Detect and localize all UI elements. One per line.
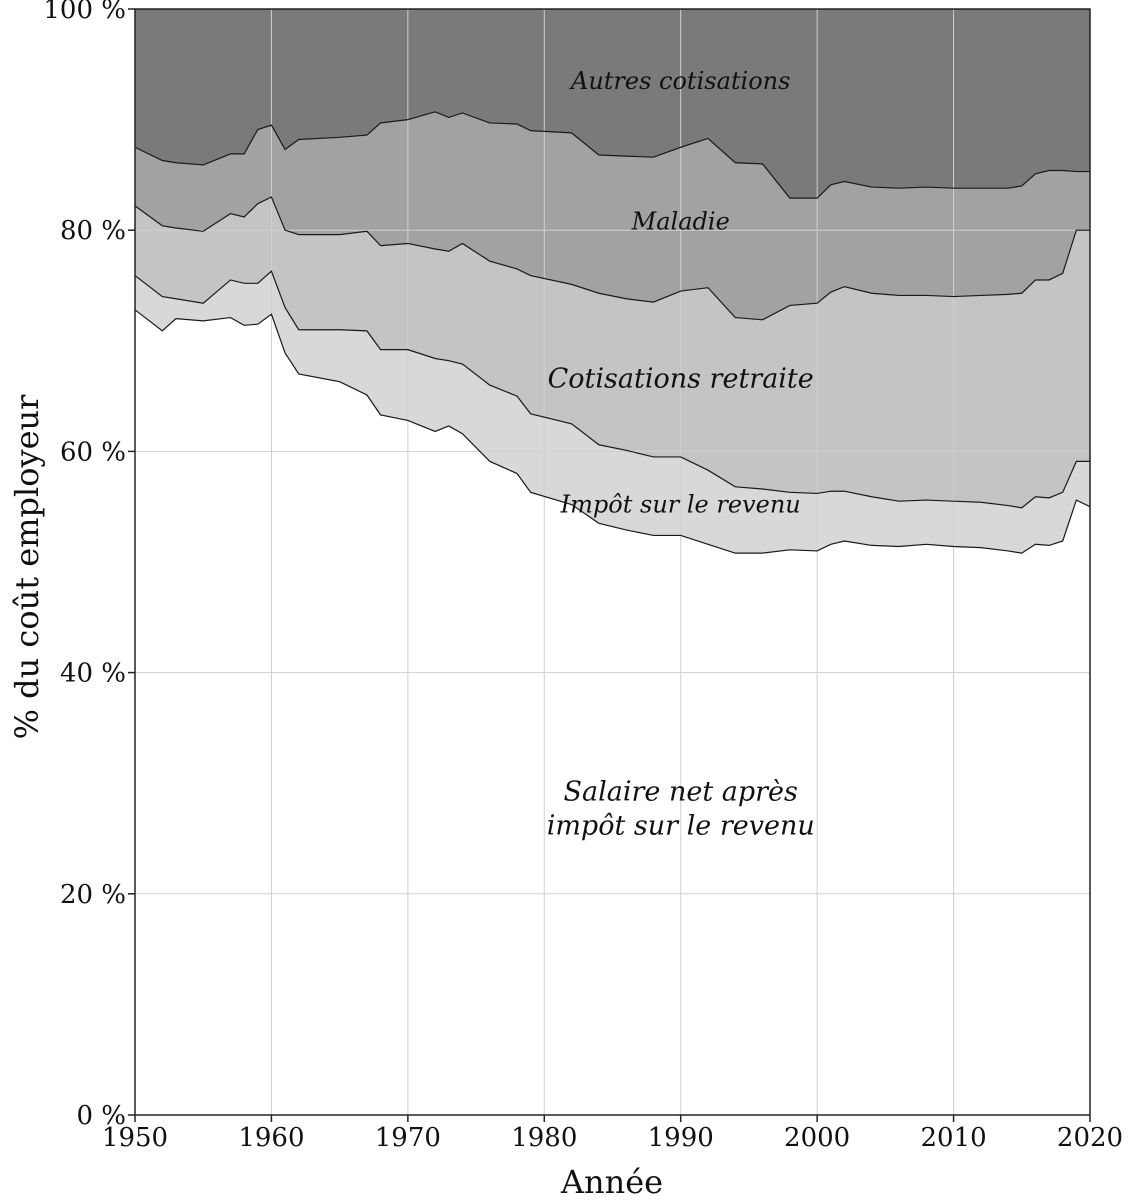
y-tick-label: 40 %: [60, 659, 126, 689]
area-1: [135, 271, 1090, 554]
x-tick-label: 1960: [238, 1123, 304, 1153]
area-0: [135, 309, 1090, 1116]
y-tick-label: 100 %: [43, 0, 126, 25]
area-label: Cotisations retraite: [548, 364, 814, 395]
area-4: [135, 9, 1090, 199]
x-tick-label: 1950: [102, 1123, 168, 1153]
x-tick-label: 1970: [375, 1123, 441, 1153]
boundary-lines: [134, 111, 1091, 554]
area-2: [135, 197, 1090, 508]
area-label: Maladie: [631, 207, 730, 235]
y-tick-label: 20 %: [60, 880, 126, 910]
area-label: Salaire net après: [564, 776, 798, 807]
x-tick-label: 1980: [511, 1123, 577, 1153]
y-tick-label: 0 %: [76, 1101, 126, 1131]
area-label: Autres cotisations: [569, 67, 790, 95]
boundary-maladie_top: [134, 111, 1090, 199]
x-axis-title: Année: [560, 1163, 663, 1200]
boundary-impot_top: [134, 270, 1090, 509]
boundary-net_top: [134, 309, 1091, 554]
x-axis-ticks: 1950 1960 1970 1980 1990 2000 2010 2020: [102, 1115, 1123, 1153]
y-tick-label: 60 %: [60, 437, 126, 467]
area-label-line2: impôt sur le revenu: [547, 810, 815, 841]
plot-frame: [134, 8, 1091, 1116]
y-axis-title: % du coût employeur: [8, 394, 46, 740]
area-label: Impôt sur le revenu: [560, 490, 801, 518]
y-tick-label: 80 %: [60, 216, 126, 246]
area-3: [135, 111, 1090, 320]
y-axis-ticks: 0 % 20 % 40 % 60 % 80 % 100 %: [43, 0, 135, 1131]
x-tick-label: 1990: [648, 1123, 714, 1153]
area-layers: [135, 9, 1090, 1116]
x-tick-label: 2020: [1057, 1123, 1123, 1153]
x-tick-label: 2000: [784, 1123, 850, 1153]
x-tick-label: 2010: [920, 1123, 986, 1153]
boundary-retraite_top: [134, 196, 1090, 321]
